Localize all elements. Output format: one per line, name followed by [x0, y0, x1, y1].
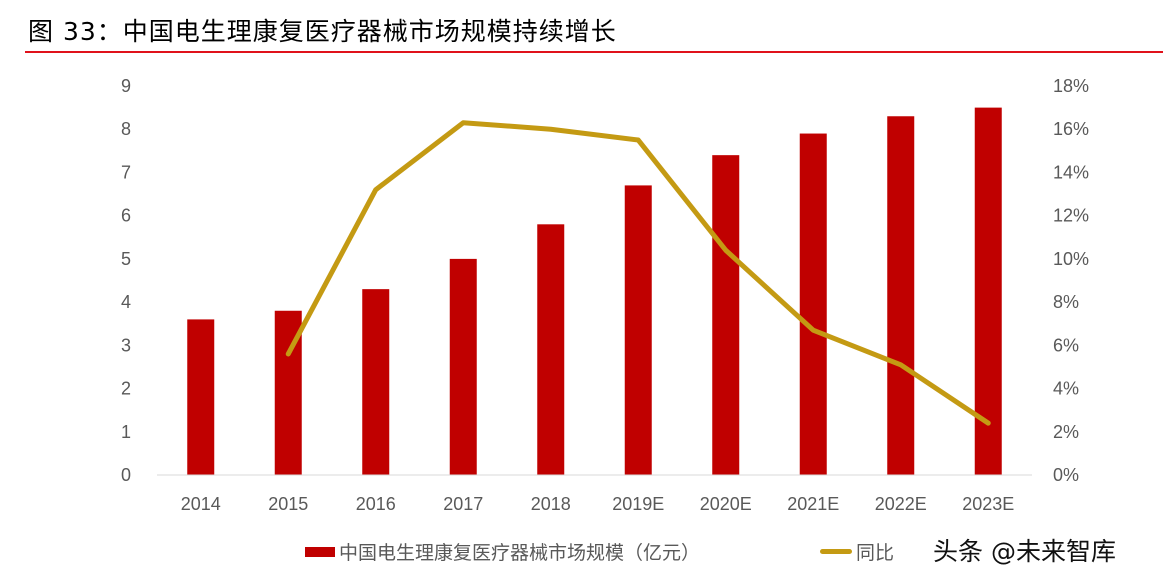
y-right-tick-label: 6% — [1053, 335, 1079, 355]
bar — [974, 107, 1002, 475]
watermark: 头条 @未来智库 — [933, 537, 1116, 566]
y-left-tick-label: 6 — [121, 206, 131, 226]
bar — [187, 319, 215, 475]
x-tick-label: 2017 — [443, 494, 483, 514]
bar — [712, 155, 740, 475]
legend-swatch-line — [820, 549, 852, 554]
y-right-tick-label: 14% — [1053, 162, 1089, 182]
bar — [537, 224, 565, 475]
title-divider — [25, 51, 1163, 53]
bar — [624, 185, 652, 475]
y-right-tick-label: 16% — [1053, 119, 1089, 139]
bar — [887, 116, 915, 475]
x-tick-label: 2023E — [962, 494, 1014, 514]
legend-swatch-bar — [305, 546, 335, 557]
y-right-tick-label: 4% — [1053, 379, 1079, 399]
x-tick-label: 2020E — [700, 494, 752, 514]
bar — [449, 258, 477, 475]
y-left-tick-label: 8 — [121, 119, 131, 139]
legend-item-bar: 中国电生理康复医疗器械市场规模（亿元） — [305, 538, 700, 565]
x-tick-label: 2018 — [531, 494, 571, 514]
y-left-tick-label: 3 — [121, 335, 131, 355]
y-right-tick-label: 10% — [1053, 249, 1089, 269]
y-left-tick-label: 2 — [121, 379, 131, 399]
y-right-tick-label: 12% — [1053, 206, 1089, 226]
y-right-tick-label: 18% — [1053, 76, 1089, 96]
x-tick-label: 2015 — [268, 494, 308, 514]
y-left-tick-label: 4 — [121, 292, 131, 312]
y-left-tick-label: 1 — [121, 422, 131, 442]
x-tick-label: 2022E — [875, 494, 927, 514]
y-right-tick-label: 2% — [1053, 422, 1079, 442]
y-left-tick-label: 0 — [121, 465, 131, 485]
figure-title: 图 33：中国电生理康复医疗器械市场规模持续增长 — [28, 17, 617, 46]
x-tick-label: 2019E — [612, 494, 664, 514]
y-left-tick-label: 7 — [121, 162, 131, 182]
y-right-tick-label: 8% — [1053, 292, 1079, 312]
legend-item-line: 同比 — [820, 538, 894, 565]
legend-label-bar: 中国电生理康复医疗器械市场规模（亿元） — [339, 542, 701, 564]
x-tick-label: 2016 — [356, 494, 396, 514]
bar — [799, 133, 827, 476]
x-tick-label: 2014 — [181, 494, 221, 514]
x-tick-label: 2021E — [787, 494, 839, 514]
y-left-tick-label: 5 — [121, 249, 131, 269]
y-right-tick-label: 0% — [1053, 465, 1079, 485]
legend-label-line: 同比 — [856, 542, 895, 564]
bar — [362, 289, 390, 475]
y-left-tick-label: 9 — [121, 76, 131, 96]
